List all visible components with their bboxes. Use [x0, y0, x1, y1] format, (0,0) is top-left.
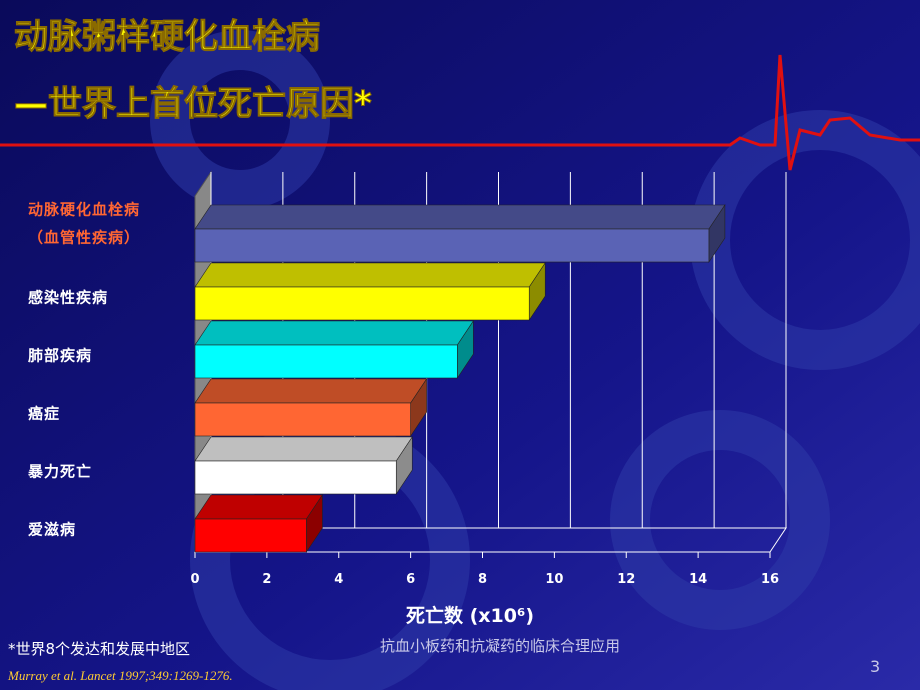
footer-center: 抗血小板药和抗凝药的临床合理应用 [379, 637, 620, 655]
x-tick-label: 12 [617, 572, 635, 587]
bar-top [194, 204, 726, 230]
bar [194, 228, 710, 263]
bar-top [194, 320, 474, 346]
title: —世界上首位死亡原因* [14, 84, 372, 124]
x-tick-label: 8 [478, 572, 487, 587]
title: 动脉粥样硬化血栓病 [14, 17, 320, 57]
ecg-line [0, 54, 920, 171]
bar-top [194, 262, 546, 288]
bar [194, 344, 458, 379]
bar [194, 518, 307, 553]
page-number: 3 [870, 657, 880, 676]
x-tick-label: 10 [545, 572, 563, 587]
x-tick-label: 16 [761, 572, 779, 587]
footer-box: 抗血小板药和抗凝药的临床合理应用 [379, 637, 620, 655]
x-tick-label: 6 [406, 572, 415, 587]
x-axis-label: 死亡数 (x10⁶) [406, 604, 534, 627]
chart: 0 2 4 6 8 10 12 14 16 动脉硬化血栓病（血管性疾病） 感染性疾病肺部疾病癌症暴力… [28, 170, 787, 627]
category-label: 感染性疾病 [28, 289, 108, 307]
category-label: 癌症 [28, 405, 60, 423]
category-label: 爱滋病 [28, 521, 76, 539]
category-label: 暴力死亡 [28, 463, 92, 481]
bar [194, 402, 411, 437]
x-tick-label: 14 [689, 572, 707, 587]
bar [194, 460, 397, 495]
category-label: 动脉硬化血栓病（血管性疾病） [28, 201, 140, 247]
footnote: *世界8个发达和发展中地区 [8, 640, 190, 658]
bar [194, 286, 530, 321]
x-tick-label: 4 [334, 572, 343, 587]
bar-top [194, 378, 428, 404]
citation: Murray et al. Lancet 1997;349:1269-1276. [7, 668, 233, 683]
x-tick-label: 2 [262, 572, 271, 587]
bar-top [194, 436, 413, 462]
category-label: 肺部疾病 [28, 347, 92, 365]
bar-top [194, 494, 323, 520]
x-tick-label: 0 [190, 572, 199, 587]
